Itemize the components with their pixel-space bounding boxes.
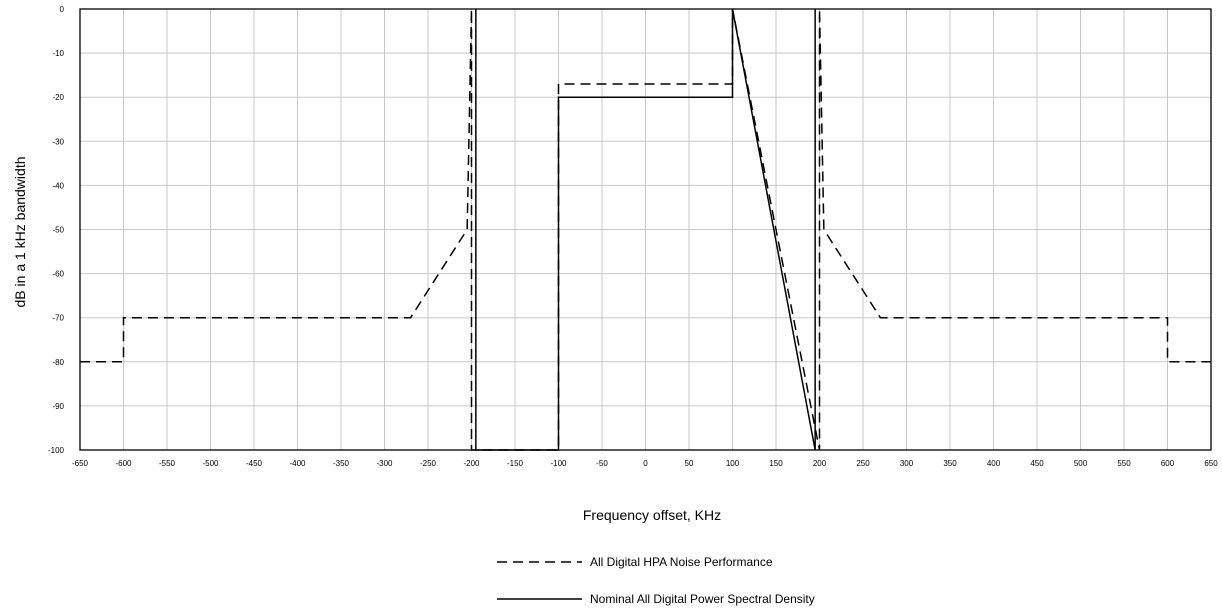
x-tick-label: 600 bbox=[1161, 459, 1175, 468]
y-axis-title: dB in a 1 kHz bandwidth bbox=[12, 157, 28, 308]
y-tick-label: -70 bbox=[52, 314, 64, 323]
legend-label-0: All Digital HPA Noise Performance bbox=[590, 555, 773, 569]
x-tick-label: 250 bbox=[856, 459, 870, 468]
x-tick-label: -500 bbox=[202, 459, 219, 468]
x-tick-label: -300 bbox=[376, 459, 393, 468]
x-tick-label: 450 bbox=[1030, 459, 1044, 468]
x-tick-labels: -650 -600 -550 -500 -450 -400 -350 -300 -250 -200… bbox=[72, 459, 1218, 468]
x-tick-label: -100 bbox=[550, 459, 567, 468]
y-tick-labels: 0 -10 -20 -30 -40 -50 -60 -70 -80 -90 -100 bbox=[48, 5, 65, 455]
x-tick-label: 300 bbox=[900, 459, 914, 468]
x-tick-label: 650 bbox=[1204, 459, 1218, 468]
x-tick-label: -600 bbox=[115, 459, 132, 468]
x-tick-label: -50 bbox=[596, 459, 608, 468]
y-tick-label: -100 bbox=[48, 446, 65, 455]
legend-label-1: Nominal All Digital Power Spectral Densi… bbox=[590, 592, 815, 606]
x-tick-label: 0 bbox=[643, 459, 648, 468]
x-tick-label: -150 bbox=[507, 459, 524, 468]
x-tick-label: -550 bbox=[159, 459, 176, 468]
x-tick-label: -200 bbox=[463, 459, 480, 468]
x-tick-label: -450 bbox=[246, 459, 263, 468]
y-tick-label: -80 bbox=[52, 358, 64, 367]
y-tick-label: -60 bbox=[52, 270, 64, 279]
x-tick-label: -250 bbox=[420, 459, 437, 468]
y-tick-label: -90 bbox=[52, 402, 64, 411]
x-tick-label: 350 bbox=[943, 459, 957, 468]
series-line-0 bbox=[80, 8, 1211, 451]
y-tick-label: -20 bbox=[52, 93, 64, 102]
x-tick-label: 150 bbox=[769, 459, 783, 468]
y-tick-label: -10 bbox=[52, 49, 64, 58]
y-tick-label: 0 bbox=[60, 5, 65, 14]
x-axis-title: Frequency offset, KHz bbox=[583, 507, 721, 523]
x-tick-label: 500 bbox=[1074, 459, 1088, 468]
y-tick-label: -30 bbox=[52, 137, 64, 146]
x-tick-label: 100 bbox=[726, 459, 740, 468]
x-tick-label: 50 bbox=[685, 459, 694, 468]
x-tick-label: 400 bbox=[987, 459, 1001, 468]
x-tick-label: -400 bbox=[289, 459, 306, 468]
legend: All Digital HPA Noise Performance Nominal… bbox=[497, 555, 815, 606]
x-tick-label: -650 bbox=[72, 459, 89, 468]
x-tick-label: 200 bbox=[813, 459, 827, 468]
x-tick-label: 550 bbox=[1117, 459, 1131, 468]
plot-frame bbox=[79, 8, 1212, 451]
y-tick-label: -40 bbox=[52, 181, 64, 190]
x-tick-label: -350 bbox=[333, 459, 350, 468]
y-tick-label: -50 bbox=[52, 226, 64, 235]
